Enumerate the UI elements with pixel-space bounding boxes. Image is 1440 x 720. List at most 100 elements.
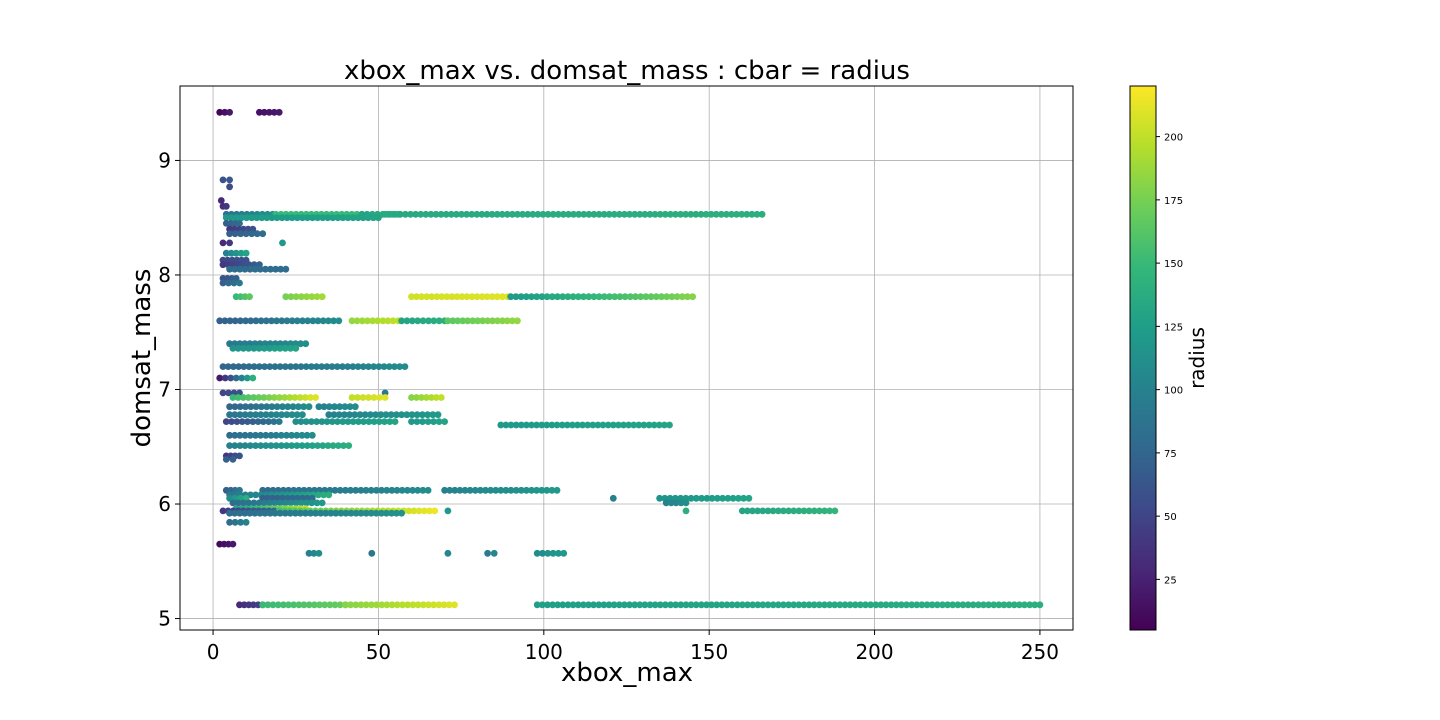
scatter-point xyxy=(234,344,242,352)
scatter-point xyxy=(257,411,265,419)
scatter-point xyxy=(312,394,319,401)
scatter-point xyxy=(236,509,244,517)
scatter-point xyxy=(288,214,296,222)
scatter-point xyxy=(733,210,740,218)
scatter-point xyxy=(364,317,371,325)
colorbar-tick-label: 25 xyxy=(1164,575,1177,586)
scatter-point xyxy=(769,601,777,609)
scatter-point xyxy=(319,442,327,449)
scatter-point xyxy=(995,601,1003,609)
scatter-point xyxy=(563,421,571,429)
scatter-point xyxy=(240,499,247,507)
scatter-point xyxy=(969,601,977,609)
scatter-point xyxy=(428,293,436,301)
scatter-point xyxy=(666,421,673,429)
scatter-point xyxy=(463,210,470,218)
scatter-point xyxy=(236,431,244,439)
colorbar-tick-label: 100 xyxy=(1164,386,1183,397)
scatter-point xyxy=(493,210,501,218)
scatter-point xyxy=(369,317,376,325)
scatter-point xyxy=(415,507,423,515)
scatter-point xyxy=(385,363,393,370)
scatter-point xyxy=(367,509,375,517)
scatter-point xyxy=(299,317,306,325)
scatter-point xyxy=(314,442,321,449)
scatter-point xyxy=(229,540,237,548)
scatter-point xyxy=(335,317,343,325)
scatter-point xyxy=(282,363,289,370)
scatter-point xyxy=(425,317,432,325)
scatter-point xyxy=(651,210,659,218)
scatter-point xyxy=(484,549,491,557)
scatter-point xyxy=(677,210,684,218)
scatter-point xyxy=(365,394,372,401)
scatter-point xyxy=(347,601,354,609)
scatter-point xyxy=(697,210,705,218)
scatter-point xyxy=(318,293,326,301)
scatter-point xyxy=(429,411,437,419)
scatter-point xyxy=(295,601,303,609)
scatter-point xyxy=(318,363,326,370)
scatter-point xyxy=(658,293,665,301)
scatter-point xyxy=(507,486,515,494)
scatter-point xyxy=(292,363,300,370)
scatter-point xyxy=(575,210,583,218)
x-tick-label: 200 xyxy=(855,640,893,664)
scatter-point xyxy=(247,411,254,419)
scatter-point xyxy=(233,418,241,425)
scatter-point xyxy=(426,507,433,515)
scatter-point xyxy=(553,486,561,494)
scatter-point xyxy=(290,601,298,609)
x-tick-label: 0 xyxy=(207,640,220,664)
scatter-point xyxy=(504,317,511,325)
scatter-point xyxy=(437,210,445,218)
scatter-point xyxy=(251,265,259,273)
scatter-point xyxy=(216,374,224,382)
scatter-point xyxy=(268,214,276,222)
scatter-point xyxy=(243,374,251,382)
scatter-point xyxy=(632,293,639,301)
scatter-point xyxy=(611,293,619,301)
scatter-point xyxy=(417,210,425,218)
scatter-point xyxy=(892,601,900,609)
scatter-point xyxy=(512,486,520,494)
scatter-point xyxy=(287,363,294,370)
scatter-point xyxy=(370,394,378,401)
scatter-point xyxy=(226,442,234,449)
scatter-point xyxy=(266,363,274,370)
y-tick-label: 5 xyxy=(158,607,171,631)
scatter-point xyxy=(539,549,546,557)
scatter-point xyxy=(307,509,314,517)
scatter-point xyxy=(810,507,818,515)
scatter-point xyxy=(609,494,617,502)
scatter-point xyxy=(226,411,234,419)
scatter-point xyxy=(232,249,240,257)
scatter-point xyxy=(260,108,268,116)
scatter-point xyxy=(574,293,582,301)
y-tick-label: 6 xyxy=(158,492,171,516)
scatter-point xyxy=(257,317,265,325)
scatter-point xyxy=(944,601,951,609)
scatter-point xyxy=(637,293,645,301)
scatter-point xyxy=(544,210,552,218)
scatter-point xyxy=(221,317,229,325)
scatter-point xyxy=(402,210,409,218)
scatter-point xyxy=(453,293,461,301)
scatter-point xyxy=(329,214,337,222)
scatter-point xyxy=(226,230,234,238)
scatter-point xyxy=(282,499,289,507)
scatter-point xyxy=(258,403,265,411)
scatter-point xyxy=(579,421,586,429)
scatter-point xyxy=(281,344,289,352)
scatter-point xyxy=(795,507,803,515)
scatter-point xyxy=(499,293,506,301)
scatter-point xyxy=(764,507,772,515)
y-axis-ticks: 5 6 7 8 9 xyxy=(158,148,180,631)
scatter-point xyxy=(759,601,767,609)
scatter-point xyxy=(352,486,360,494)
scatter-point xyxy=(376,394,383,401)
scatter-point xyxy=(408,394,415,401)
scatter-point xyxy=(672,601,680,609)
scatter-point xyxy=(533,601,541,609)
scatter-point xyxy=(368,601,375,609)
